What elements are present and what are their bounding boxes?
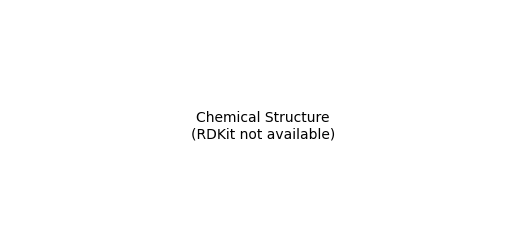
Text: Chemical Structure
(RDKit not available): Chemical Structure (RDKit not available) <box>191 111 335 141</box>
